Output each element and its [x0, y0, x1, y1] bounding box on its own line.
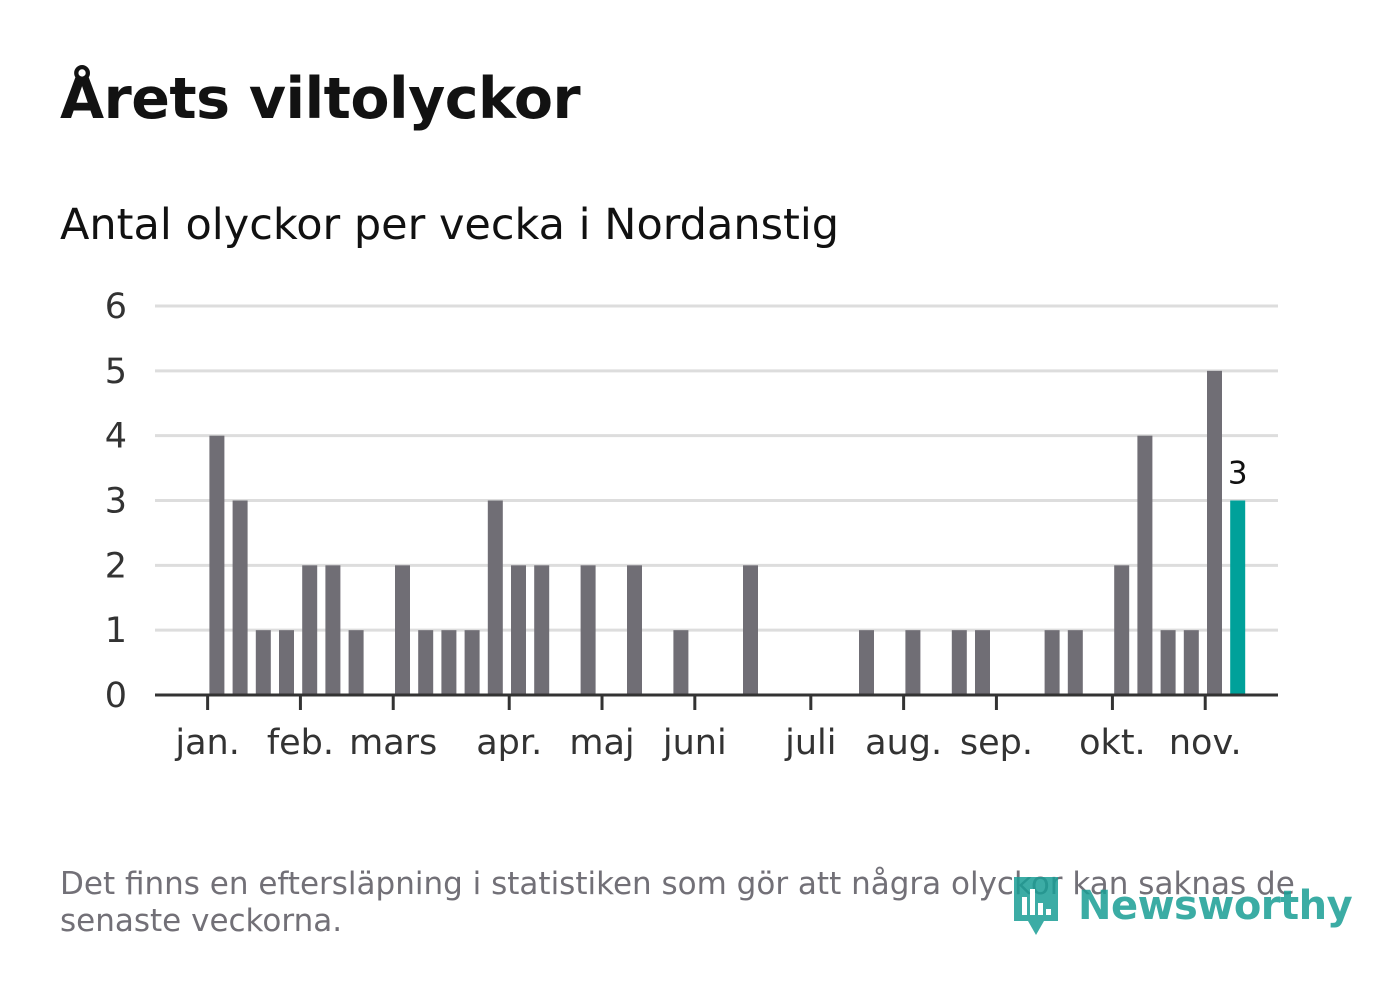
x-tick-label: maj	[569, 723, 634, 763]
bars-layer: 3	[209, 370, 1248, 695]
y-tick-label: 1	[105, 611, 127, 651]
bar	[232, 500, 248, 695]
bar	[1137, 435, 1153, 695]
bar	[395, 565, 410, 695]
y-tick-label: 4	[105, 417, 127, 457]
bar-chart: 3 0 1 2 3 4 5 6 jan. feb. mars apr. maj juni juli aug.…	[105, 287, 1278, 763]
bar	[534, 565, 550, 695]
x-tick-label: okt.	[1079, 723, 1146, 763]
bar	[487, 500, 503, 695]
newsworthy-logo: Newsworthy	[1010, 870, 1353, 942]
chart-title: Årets viltolyckor	[60, 66, 581, 132]
x-tick-label: juli	[784, 723, 836, 763]
bar	[348, 630, 364, 695]
bar-highlight	[1230, 500, 1246, 695]
bar	[418, 630, 434, 695]
bar-data-label: 3	[1228, 456, 1248, 492]
bar	[627, 565, 642, 695]
bar-chart-speech-icon	[1014, 877, 1058, 935]
bar	[975, 630, 990, 695]
bar	[1160, 630, 1176, 695]
footnote: Det finns en eftersläpning i statistiken…	[60, 866, 1295, 939]
chart-subtitle: Antal olyckor per vecka i Nordanstig	[60, 200, 840, 250]
y-tick-label: 5	[105, 352, 127, 392]
x-tick-label: apr.	[476, 723, 542, 763]
bar	[673, 630, 689, 695]
bar	[859, 630, 874, 695]
grid-layer	[155, 304, 1278, 632]
x-tick-label: nov.	[1169, 723, 1242, 763]
x-tick-label: feb.	[267, 723, 334, 763]
bar	[255, 630, 271, 695]
bar	[951, 630, 967, 695]
x-tick-label: juni	[662, 723, 727, 763]
bar	[743, 565, 758, 695]
bar	[1067, 630, 1083, 695]
bar	[905, 630, 921, 695]
y-tick-label: 2	[105, 546, 127, 586]
bar	[1114, 565, 1130, 695]
bar	[279, 630, 294, 695]
x-tick-label: sep.	[960, 723, 1033, 763]
bar	[464, 630, 480, 695]
bar	[1044, 630, 1060, 695]
axis-layer: 0 1 2 3 4 5 6 jan. feb. mars apr. maj juni juli aug. se…	[105, 287, 1278, 763]
y-tick-label: 6	[105, 287, 127, 327]
x-tick-label: mars	[349, 723, 437, 763]
bar	[1183, 630, 1199, 695]
bar	[441, 630, 457, 695]
y-tick-label: 3	[105, 482, 127, 522]
bar	[209, 435, 225, 695]
bar	[302, 565, 318, 695]
logo-text: Newsworthy	[1078, 883, 1353, 929]
bar	[580, 565, 596, 695]
x-tick-label: jan.	[174, 723, 239, 763]
y-tick-label: 0	[105, 676, 127, 716]
bar	[1207, 370, 1222, 695]
bar	[511, 565, 526, 695]
bar	[325, 565, 341, 695]
x-tick-label: aug.	[865, 723, 942, 763]
